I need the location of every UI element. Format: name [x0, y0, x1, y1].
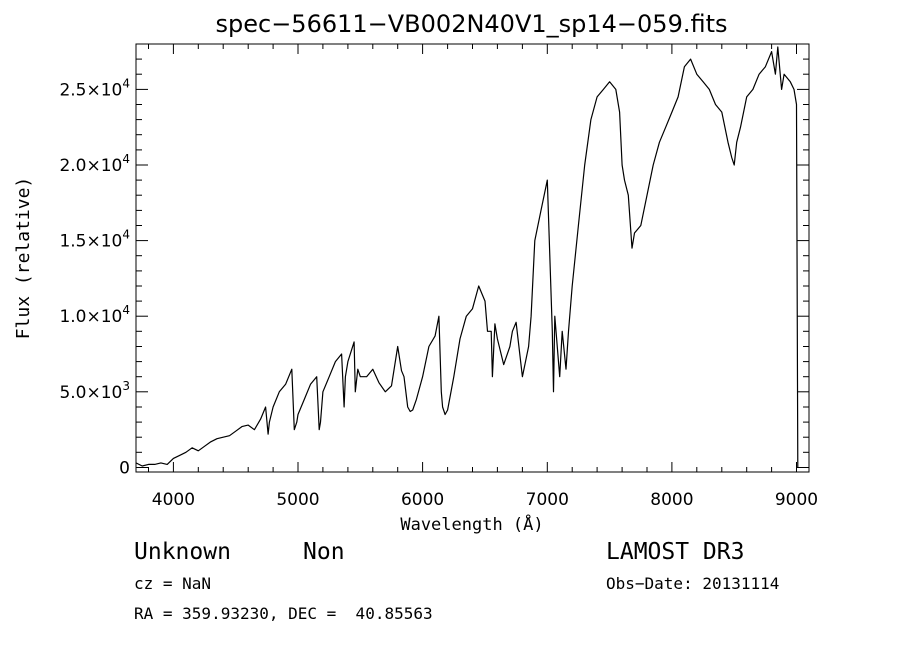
x-tick-label: 4000 [152, 490, 195, 510]
survey-name: LAMOST DR3 [606, 539, 745, 565]
x-tick-label: 5000 [276, 490, 319, 510]
x-axis-label: Wavelength (Å) [400, 513, 543, 535]
y-tick-label: 1.0×104 [59, 303, 130, 327]
y-tick-label: 0 [119, 459, 130, 479]
y-tick-label: 2.0×104 [59, 152, 130, 176]
y-tick-exponent: 4 [122, 152, 130, 166]
y-tick-exponent: 4 [122, 228, 130, 242]
plot-frame [135, 43, 810, 473]
x-tick-label: 9000 [775, 490, 818, 510]
y-tick-mantissa: 2.5×10 [59, 80, 122, 100]
axis-ticks [136, 44, 809, 472]
spectrum-line [135, 46, 799, 468]
object-subclass: Non [303, 539, 345, 565]
x-tick-label: 7000 [526, 490, 569, 510]
y-tick-mantissa: 5.0×10 [59, 383, 122, 403]
redshift-text: cz = NaN [134, 574, 212, 593]
x-tick-label: 6000 [401, 490, 444, 510]
ra-dec-text: RA = 359.93230, DEC = 40.85563 [134, 604, 433, 623]
y-tick-label: 1.5×104 [59, 228, 130, 252]
object-class: Unknown [134, 539, 231, 565]
y-tick-label: 5.0×103 [59, 379, 130, 403]
obs-date-text: Obs−Date: 20131114 [606, 574, 780, 593]
y-tick-exponent: 4 [122, 76, 130, 90]
y-tick-exponent: 4 [122, 303, 130, 317]
chart-title: spec−56611−VB002N40V1_sp14−059.fits [215, 10, 728, 38]
y-tick-label: 2.5×104 [59, 76, 130, 100]
y-tick-mantissa: 1.0×10 [59, 307, 122, 327]
x-tick-label: 8000 [650, 490, 693, 510]
y-tick-mantissa: 1.5×10 [59, 232, 122, 252]
y-axis-label: Flux (relative) [13, 177, 34, 340]
y-tick-exponent: 3 [122, 379, 130, 393]
x-tick-labels: 4000 5000 6000 7000 8000 9000 [152, 490, 818, 510]
y-tick-mantissa: 0 [119, 459, 130, 479]
y-tick-mantissa: 2.0×10 [59, 156, 122, 176]
